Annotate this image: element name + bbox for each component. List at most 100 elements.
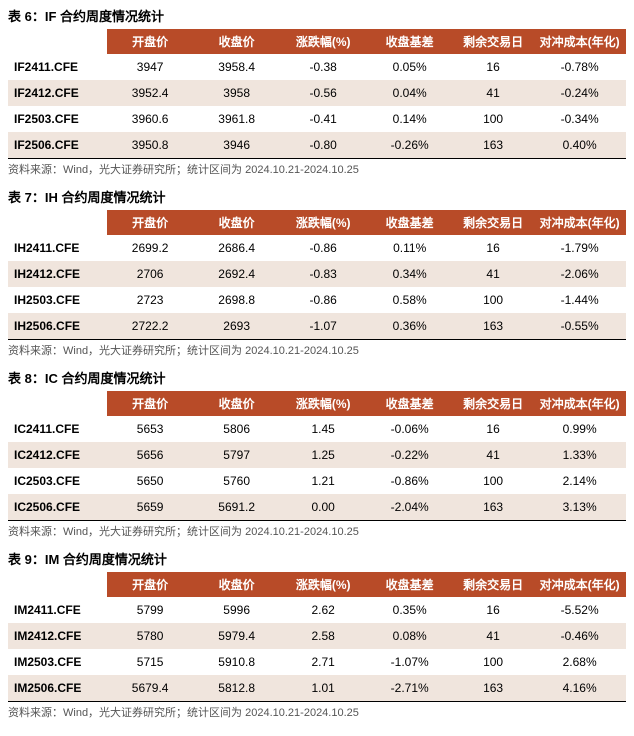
cell: 2722.2 [107,313,194,340]
col-header: 剩余交易日 [453,210,533,235]
data-table: 开盘价收盘价涨跌幅(%)收盘基差剩余交易日对冲成本(年化)IF2411.CFE3… [8,29,626,159]
cell: 3.13% [533,494,626,521]
cell: 5812.8 [193,675,280,702]
cell: 0.00 [280,494,367,521]
cell: 1.33% [533,442,626,468]
col-header: 收盘价 [193,391,280,416]
table-title: 表 7：IH 合约周度情况统计 [8,187,626,206]
cell: 3947 [107,54,194,80]
cell: 0.04% [366,80,453,106]
table-block-2: 表 8：IC 合约周度情况统计开盘价收盘价涨跌幅(%)收盘基差剩余交易日对冲成本… [8,368,626,539]
table-row: IF2503.CFE3960.63961.8-0.410.14%100-0.34… [8,106,626,132]
table-row: IC2411.CFE565358061.45-0.06%160.99% [8,416,626,442]
cell: 5760 [193,468,280,494]
cell: 163 [453,132,533,159]
col-header: 收盘基差 [366,391,453,416]
col-header [8,572,107,597]
cell: 3946 [193,132,280,159]
cell: 100 [453,468,533,494]
col-header: 对冲成本(年化) [533,29,626,54]
cell: 2.62 [280,597,367,623]
cell: 5679.4 [107,675,194,702]
cell: 5910.8 [193,649,280,675]
cell: 2699.2 [107,235,194,261]
cell: 5650 [107,468,194,494]
cell: 2706 [107,261,194,287]
cell: 16 [453,235,533,261]
cell: 5691.2 [193,494,280,521]
cell: 1.21 [280,468,367,494]
cell: -5.52% [533,597,626,623]
source-note: 资料来源：Wind，光大证券研究所；统计区间为 2024.10.21-2024.… [8,704,626,720]
col-header: 收盘价 [193,29,280,54]
tables-container: 表 6：IF 合约周度情况统计开盘价收盘价涨跌幅(%)收盘基差剩余交易日对冲成本… [8,6,626,720]
col-header: 涨跌幅(%) [280,391,367,416]
data-table: 开盘价收盘价涨跌幅(%)收盘基差剩余交易日对冲成本(年化)IH2411.CFE2… [8,210,626,340]
table-block-0: 表 6：IF 合约周度情况统计开盘价收盘价涨跌幅(%)收盘基差剩余交易日对冲成本… [8,6,626,177]
cell: 5653 [107,416,194,442]
cell: 2.14% [533,468,626,494]
row-label: IH2503.CFE [8,287,107,313]
cell: 163 [453,675,533,702]
cell: -1.07 [280,313,367,340]
cell: 0.08% [366,623,453,649]
cell: -0.34% [533,106,626,132]
row-label: IC2412.CFE [8,442,107,468]
cell: 5806 [193,416,280,442]
row-label: IM2412.CFE [8,623,107,649]
cell: 16 [453,597,533,623]
cell: 0.05% [366,54,453,80]
cell: -0.38 [280,54,367,80]
cell: 2723 [107,287,194,313]
col-header: 涨跌幅(%) [280,572,367,597]
cell: 5797 [193,442,280,468]
col-header: 对冲成本(年化) [533,572,626,597]
cell: -0.86% [366,468,453,494]
col-header: 收盘基差 [366,210,453,235]
table-row: IM2411.CFE579959962.620.35%16-5.52% [8,597,626,623]
cell: 0.36% [366,313,453,340]
row-label: IF2412.CFE [8,80,107,106]
col-header: 开盘价 [107,210,194,235]
cell: 2692.4 [193,261,280,287]
cell: 0.99% [533,416,626,442]
col-header: 对冲成本(年化) [533,391,626,416]
cell: -0.46% [533,623,626,649]
table-row: IM2412.CFE57805979.42.580.08%41-0.46% [8,623,626,649]
row-label: IF2411.CFE [8,54,107,80]
col-header: 收盘价 [193,572,280,597]
data-table: 开盘价收盘价涨跌幅(%)收盘基差剩余交易日对冲成本(年化)IM2411.CFE5… [8,572,626,702]
col-header: 剩余交易日 [453,391,533,416]
cell: 5996 [193,597,280,623]
source-note: 资料来源：Wind，光大证券研究所；统计区间为 2024.10.21-2024.… [8,523,626,539]
col-header: 开盘价 [107,29,194,54]
col-header [8,391,107,416]
cell: 3952.4 [107,80,194,106]
row-label: IC2506.CFE [8,494,107,521]
cell: 41 [453,442,533,468]
row-label: IC2411.CFE [8,416,107,442]
col-header: 对冲成本(年化) [533,210,626,235]
table-title: 表 6：IF 合约周度情况统计 [8,6,626,25]
table-title: 表 9：IM 合约周度情况统计 [8,549,626,568]
cell: 0.14% [366,106,453,132]
col-header: 剩余交易日 [453,29,533,54]
cell: -0.06% [366,416,453,442]
cell: 41 [453,261,533,287]
cell: 4.16% [533,675,626,702]
cell: 3958 [193,80,280,106]
col-header: 收盘价 [193,210,280,235]
cell: 1.45 [280,416,367,442]
table-row: IF2411.CFE39473958.4-0.380.05%16-0.78% [8,54,626,80]
cell: 5979.4 [193,623,280,649]
cell: -0.80 [280,132,367,159]
cell: 5780 [107,623,194,649]
cell: 163 [453,313,533,340]
cell: 163 [453,494,533,521]
cell: 2.58 [280,623,367,649]
cell: 41 [453,80,533,106]
cell: 0.40% [533,132,626,159]
col-header: 开盘价 [107,391,194,416]
cell: -0.56 [280,80,367,106]
table-row: IC2412.CFE565657971.25-0.22%411.33% [8,442,626,468]
